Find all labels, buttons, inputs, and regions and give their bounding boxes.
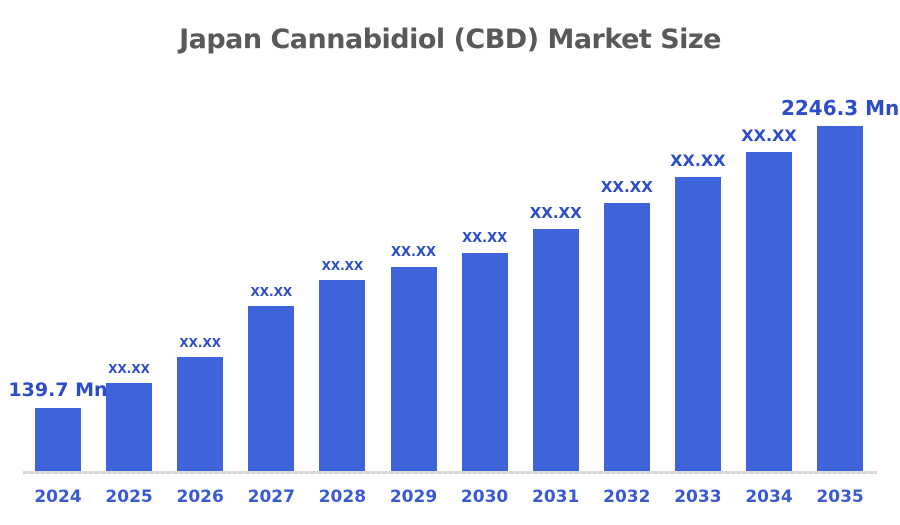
bar-2030	[461, 253, 508, 471]
bar-2033	[674, 177, 721, 471]
value-label-2025: XX.XX	[108, 362, 150, 376]
x-axis-line	[23, 471, 877, 474]
value-label-2029: XX.XX	[390, 245, 437, 260]
x-tick-label-2028: 2028	[318, 487, 367, 507]
bar-2028	[319, 280, 366, 471]
bar-2025	[106, 383, 153, 471]
x-tick-label-2032: 2032	[603, 487, 651, 507]
bar-2026	[177, 357, 224, 471]
x-tick-label-2027: 2027	[247, 487, 295, 507]
bar-2024	[35, 408, 81, 471]
value-label-2032: XX.XX	[600, 178, 653, 196]
x-tick-label-2026: 2026	[176, 487, 224, 507]
chart-title: Japan Cannabidiol (CBD) Market Size	[179, 24, 721, 55]
value-label-2028: XX.XX	[321, 259, 364, 273]
bar-2032	[603, 203, 650, 471]
x-tick-label-2030: 2030	[460, 487, 509, 507]
x-tick-label-2025: 2025	[105, 487, 153, 507]
value-label-2035: 2246.3 Mn	[780, 96, 900, 120]
x-tick-label-2033: 2033	[674, 487, 722, 507]
bar-2035	[817, 126, 864, 471]
bar-2031	[532, 229, 579, 471]
x-tick-label-2029: 2029	[389, 487, 438, 507]
x-tick-label-2034: 2034	[745, 487, 793, 507]
value-label-2030: XX.XX	[462, 231, 508, 246]
x-tick-label-2024: 2024	[34, 487, 82, 507]
value-label-2034: XX.XX	[741, 126, 797, 145]
bar-2034	[746, 152, 792, 471]
bar-2027	[248, 306, 295, 471]
value-label-2033: XX.XX	[670, 151, 726, 170]
bar-2029	[390, 267, 437, 471]
value-label-2027: XX.XX	[250, 285, 293, 299]
value-label-2024: 139.7 Mn	[8, 379, 108, 401]
value-label-2031: XX.XX	[529, 204, 582, 222]
value-label-2026: XX.XX	[179, 336, 221, 350]
x-tick-label-2031: 2031	[532, 487, 580, 507]
x-tick-label-2035: 2035	[816, 487, 864, 507]
